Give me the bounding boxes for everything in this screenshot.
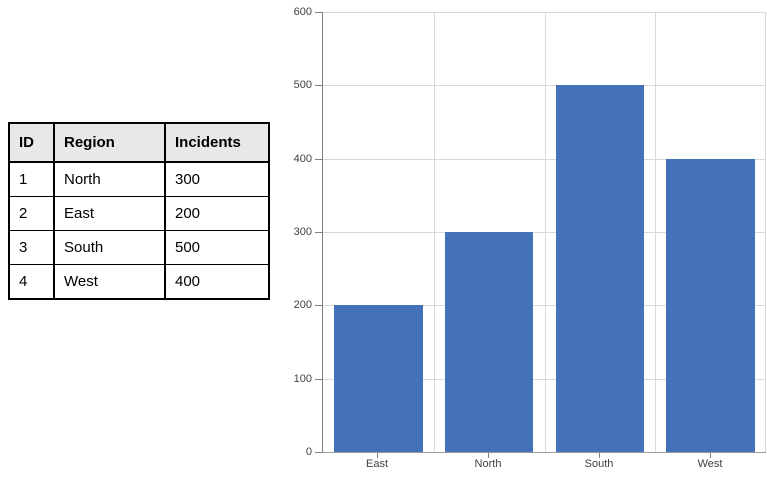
cell-id: 2 bbox=[8, 196, 55, 231]
x-axis-label-west: West bbox=[697, 458, 723, 470]
cell-incidents: 300 bbox=[164, 161, 270, 197]
table-header-incidents: Incidents bbox=[164, 122, 270, 163]
y-axis-label: 500 bbox=[293, 79, 312, 91]
table-row: 2 East 200 bbox=[8, 196, 270, 231]
cell-region: North bbox=[53, 161, 166, 197]
bar-north bbox=[444, 232, 534, 452]
bar-south bbox=[555, 85, 645, 452]
chart-plot-area bbox=[322, 12, 766, 453]
gridline-vertical bbox=[655, 12, 657, 452]
cell-region: West bbox=[53, 264, 166, 300]
cell-id: 4 bbox=[8, 264, 55, 300]
gridline-vertical bbox=[765, 12, 766, 452]
cell-incidents: 500 bbox=[164, 230, 270, 265]
table-row: 4 West 400 bbox=[8, 264, 270, 300]
gridline-vertical bbox=[433, 12, 435, 452]
x-axis-label-north: North bbox=[474, 458, 502, 470]
y-axis-tick bbox=[315, 379, 322, 380]
y-axis-label: 0 bbox=[305, 446, 312, 458]
cell-incidents: 200 bbox=[164, 196, 270, 231]
y-axis-tick bbox=[315, 305, 322, 306]
table-header-id: ID bbox=[8, 122, 55, 163]
x-axis-tick bbox=[599, 453, 600, 458]
cell-region: East bbox=[53, 196, 166, 231]
y-axis-tick bbox=[315, 85, 322, 86]
gridline-vertical bbox=[544, 12, 546, 452]
bar-east bbox=[334, 305, 423, 452]
table-header-row: ID Region Incidents bbox=[8, 122, 270, 163]
cell-region: South bbox=[53, 230, 166, 265]
y-axis-label: 100 bbox=[293, 373, 312, 385]
y-axis-tick bbox=[315, 12, 322, 13]
y-axis-tick bbox=[315, 452, 322, 453]
y-axis-label: 300 bbox=[293, 226, 312, 238]
incidents-table: ID Region Incidents 1 North 300 2 East 2… bbox=[8, 122, 270, 300]
x-axis-tick bbox=[377, 453, 378, 458]
y-axis-label: 600 bbox=[293, 6, 312, 18]
x-axis-tick bbox=[710, 453, 711, 458]
bar-west bbox=[666, 158, 755, 452]
cell-incidents: 400 bbox=[164, 264, 270, 300]
table-row: 3 South 500 bbox=[8, 230, 270, 265]
cell-id: 3 bbox=[8, 230, 55, 265]
y-axis-label: 400 bbox=[293, 153, 312, 165]
y-axis-label: 200 bbox=[293, 299, 312, 311]
x-axis-label-east: East bbox=[365, 458, 388, 470]
cell-id: 1 bbox=[8, 161, 55, 197]
x-axis-tick bbox=[488, 453, 489, 458]
table-header-region: Region bbox=[53, 122, 166, 163]
table-row: 1 North 300 bbox=[8, 161, 270, 197]
incidents-bar-chart: 600 500 400 300 200 100 0 bbox=[290, 0, 767, 478]
y-axis-tick bbox=[315, 232, 322, 233]
y-axis-tick bbox=[315, 159, 322, 160]
x-axis-label-south: South bbox=[584, 458, 614, 470]
